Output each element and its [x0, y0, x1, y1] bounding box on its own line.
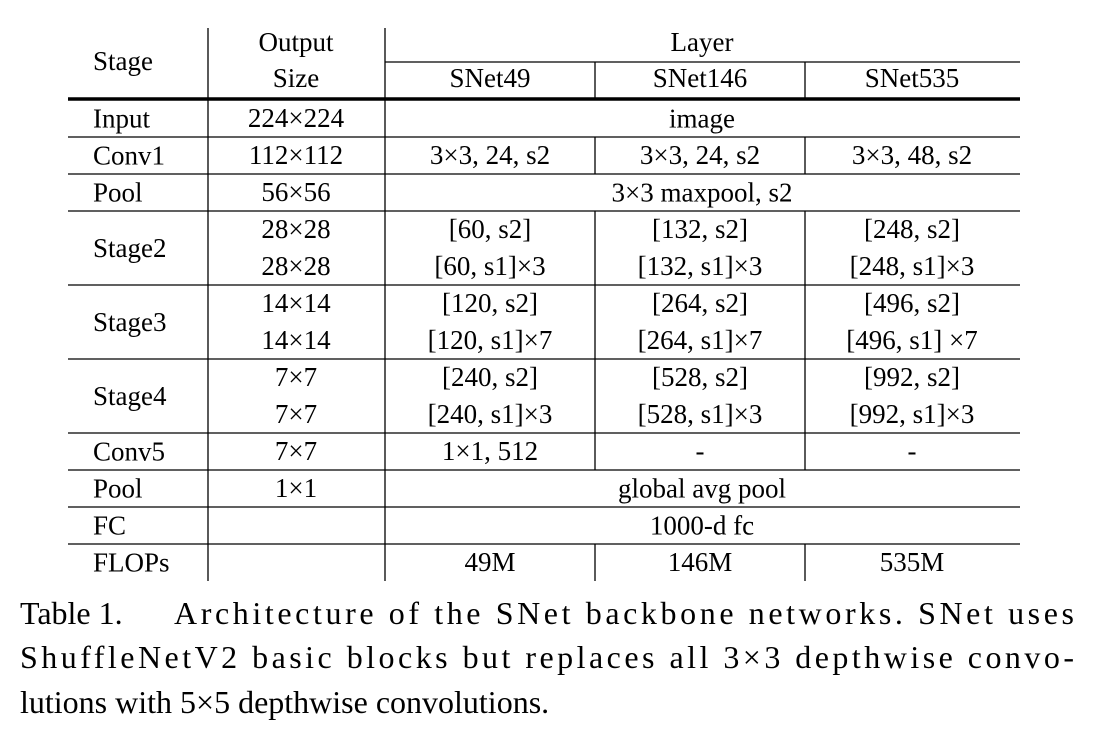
output-size: 28×28: [261, 214, 330, 244]
cell: 49M: [464, 547, 515, 577]
cell: [132, s2]: [652, 214, 748, 244]
output-size: 28×28: [261, 251, 330, 281]
stage: Stage2: [93, 233, 167, 263]
cell: [528, s2]: [652, 362, 748, 392]
cell: 1×1, 512: [442, 436, 538, 466]
header-layer: Layer: [671, 27, 734, 57]
caption-line: lutions with 5×5 depthwise convolutions.: [20, 684, 549, 720]
header-model: SNet49: [450, 63, 531, 93]
cell: -: [696, 436, 705, 466]
caption-label: Table 1.: [20, 595, 123, 631]
header-model: SNet535: [865, 63, 960, 93]
cell: 3×3, 48, s2: [852, 140, 972, 170]
header-stage: Stage: [93, 46, 153, 76]
cell: 3×3, 24, s2: [430, 140, 550, 170]
cell: [248, s2]: [864, 214, 960, 244]
layer: global avg pool: [618, 474, 786, 504]
cell: [240, s1]×3: [428, 399, 553, 429]
layer: 1000-d fc: [650, 511, 754, 541]
cell: [992, s1]×3: [850, 399, 975, 429]
cell: [132, s1]×3: [638, 251, 763, 281]
cell: 3×3, 24, s2: [640, 140, 760, 170]
output-size: 7×7: [275, 399, 317, 429]
stage: FLOPs: [93, 548, 170, 578]
cell: 146M: [668, 547, 733, 577]
output-size: 56×56: [261, 177, 330, 207]
cell: [60, s2]: [449, 214, 532, 244]
layer: image: [669, 104, 735, 134]
cell: -: [908, 436, 917, 466]
header-output: Output: [258, 27, 334, 57]
stage: Conv1: [93, 141, 165, 171]
output-size: 7×7: [275, 362, 317, 392]
output-size: 7×7: [275, 436, 317, 466]
output-size: 112×112: [249, 140, 343, 170]
stage: Pool: [93, 474, 143, 504]
header-model: SNet146: [653, 63, 748, 93]
caption-line: ShuffleNetV2 basic blocks but replaces a…: [20, 639, 1074, 675]
output-size: 224×224: [248, 103, 345, 133]
output-size: 14×14: [261, 288, 331, 318]
header-output: Size: [273, 63, 320, 93]
cell: [248, s1]×3: [850, 251, 975, 281]
layer: 3×3 maxpool, s2: [612, 178, 793, 208]
cell: 535M: [880, 547, 945, 577]
cell: [120, s1]×7: [428, 325, 553, 355]
stage: Pool: [93, 178, 143, 208]
caption-line: Architecture of the SNet backbone networ…: [174, 595, 1074, 631]
cell: [992, s2]: [864, 362, 960, 392]
stage: Stage4: [93, 381, 167, 411]
cell: [528, s1]×3: [638, 399, 763, 429]
cell: [264, s1]×7: [638, 325, 763, 355]
cell: [496, s2]: [864, 288, 960, 318]
output-size: 14×14: [261, 325, 331, 355]
cell: [264, s2]: [652, 288, 748, 318]
stage: FC: [93, 511, 126, 541]
cell: [60, s1]×3: [434, 251, 545, 281]
cell: [120, s2]: [442, 288, 538, 318]
output-size: 1×1: [275, 473, 317, 503]
cell: [240, s2]: [442, 362, 538, 392]
stage: Input: [93, 104, 150, 134]
stage: Stage3: [93, 307, 167, 337]
cell: [496, s1] ×7: [846, 325, 977, 355]
stage: Conv5: [93, 437, 165, 467]
